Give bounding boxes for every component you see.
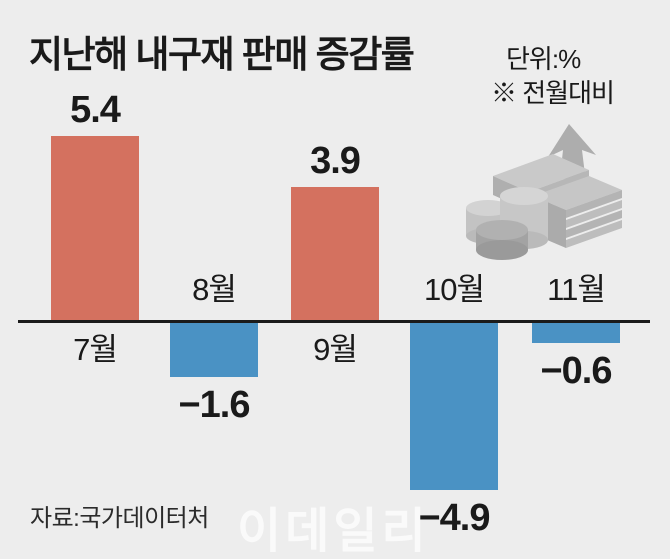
value-label-nov: −0.6 — [540, 350, 612, 392]
coin-stacks-icon — [466, 187, 548, 260]
unit-label: 단위:% — [506, 44, 581, 74]
bar-sep — [291, 187, 379, 320]
month-label-sep: 9월 — [313, 332, 358, 367]
prev-month-note: ※ 전월대비 — [491, 78, 615, 108]
value-label-sep: 3.9 — [310, 140, 361, 182]
month-label-oct: 10월 — [423, 272, 485, 307]
bar-oct — [410, 323, 498, 490]
chart-title: 지난해 내구재 판매 증감률 — [29, 34, 415, 75]
month-label-jul: 7월 — [73, 332, 118, 367]
x-axis-line — [18, 320, 650, 323]
bar-jul — [51, 136, 139, 320]
bar-nov — [532, 323, 620, 343]
month-label-nov: 11월 — [547, 272, 606, 307]
bar-aug — [170, 323, 258, 377]
edaily-watermark: 이데일리 — [237, 505, 430, 558]
money-growth-icon — [466, 124, 622, 260]
month-label-aug: 8월 — [192, 272, 237, 307]
value-label-aug: −1.6 — [178, 384, 250, 426]
source-label: 자료:국가데이터처 — [30, 505, 209, 532]
value-label-jul: 5.4 — [70, 89, 121, 131]
value-label-oct: −4.9 — [418, 497, 490, 539]
